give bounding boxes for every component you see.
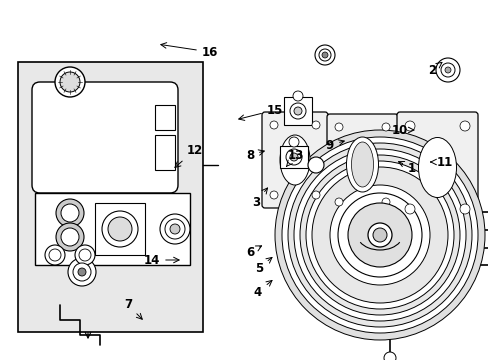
Circle shape — [45, 245, 65, 265]
Circle shape — [321, 52, 327, 58]
Circle shape — [287, 143, 471, 327]
Text: 1: 1 — [398, 162, 415, 175]
Text: 3: 3 — [251, 188, 267, 208]
Circle shape — [435, 58, 459, 82]
Text: 15: 15 — [238, 104, 283, 120]
Circle shape — [73, 263, 91, 281]
Text: 8: 8 — [245, 149, 264, 162]
Circle shape — [289, 103, 305, 119]
Circle shape — [311, 191, 319, 199]
FancyBboxPatch shape — [326, 114, 397, 215]
Text: 4: 4 — [253, 280, 271, 298]
Circle shape — [347, 203, 411, 267]
Circle shape — [404, 121, 414, 131]
Text: 2: 2 — [427, 62, 441, 77]
Circle shape — [305, 161, 453, 309]
Circle shape — [292, 91, 303, 101]
Circle shape — [269, 121, 278, 129]
FancyBboxPatch shape — [262, 112, 327, 208]
Circle shape — [170, 224, 180, 234]
Text: 9: 9 — [325, 139, 344, 152]
Circle shape — [329, 185, 429, 285]
Circle shape — [78, 268, 86, 276]
Circle shape — [383, 352, 395, 360]
Circle shape — [318, 49, 330, 61]
Circle shape — [444, 67, 450, 73]
Circle shape — [381, 198, 389, 206]
Bar — [155, 105, 175, 130]
Circle shape — [334, 123, 342, 131]
Circle shape — [108, 217, 132, 241]
Circle shape — [307, 157, 324, 173]
Text: 6: 6 — [245, 246, 261, 258]
Circle shape — [164, 219, 184, 239]
Text: 5: 5 — [254, 257, 271, 275]
Text: 14: 14 — [143, 253, 179, 266]
Circle shape — [404, 204, 414, 214]
Bar — [280, 146, 307, 168]
Text: 11: 11 — [430, 156, 452, 168]
Ellipse shape — [346, 137, 378, 192]
Bar — [155, 135, 175, 170]
Bar — [35, 193, 190, 265]
Circle shape — [56, 199, 84, 227]
Circle shape — [381, 123, 389, 131]
Ellipse shape — [280, 135, 309, 185]
Circle shape — [274, 130, 484, 340]
Circle shape — [459, 121, 469, 131]
Circle shape — [160, 214, 190, 244]
Circle shape — [68, 258, 96, 286]
Ellipse shape — [418, 138, 456, 198]
Circle shape — [311, 121, 319, 129]
Circle shape — [293, 149, 465, 321]
Circle shape — [285, 149, 302, 165]
Text: 13: 13 — [286, 149, 304, 167]
Circle shape — [293, 107, 302, 115]
Circle shape — [75, 245, 95, 265]
Circle shape — [440, 63, 454, 77]
Text: 12: 12 — [175, 144, 203, 167]
Bar — [95, 203, 145, 255]
Circle shape — [282, 137, 477, 333]
FancyBboxPatch shape — [32, 82, 178, 193]
Circle shape — [372, 228, 386, 242]
Circle shape — [60, 72, 80, 92]
Circle shape — [459, 204, 469, 214]
Circle shape — [337, 193, 421, 277]
Circle shape — [289, 153, 297, 161]
Circle shape — [55, 67, 85, 97]
Circle shape — [334, 198, 342, 206]
Circle shape — [61, 204, 79, 222]
Bar — [284, 97, 311, 125]
Text: 16: 16 — [161, 42, 218, 59]
Circle shape — [367, 223, 391, 247]
Circle shape — [314, 45, 334, 65]
Circle shape — [56, 223, 84, 251]
FancyBboxPatch shape — [396, 112, 477, 223]
Circle shape — [49, 249, 61, 261]
Text: 10: 10 — [391, 123, 413, 136]
Bar — [18, 62, 203, 332]
Text: 7: 7 — [123, 298, 142, 319]
Circle shape — [61, 228, 79, 246]
Ellipse shape — [351, 142, 373, 187]
Circle shape — [288, 137, 298, 147]
Circle shape — [269, 191, 278, 199]
Circle shape — [311, 167, 447, 303]
Circle shape — [299, 155, 459, 315]
Circle shape — [102, 211, 138, 247]
Circle shape — [79, 249, 91, 261]
